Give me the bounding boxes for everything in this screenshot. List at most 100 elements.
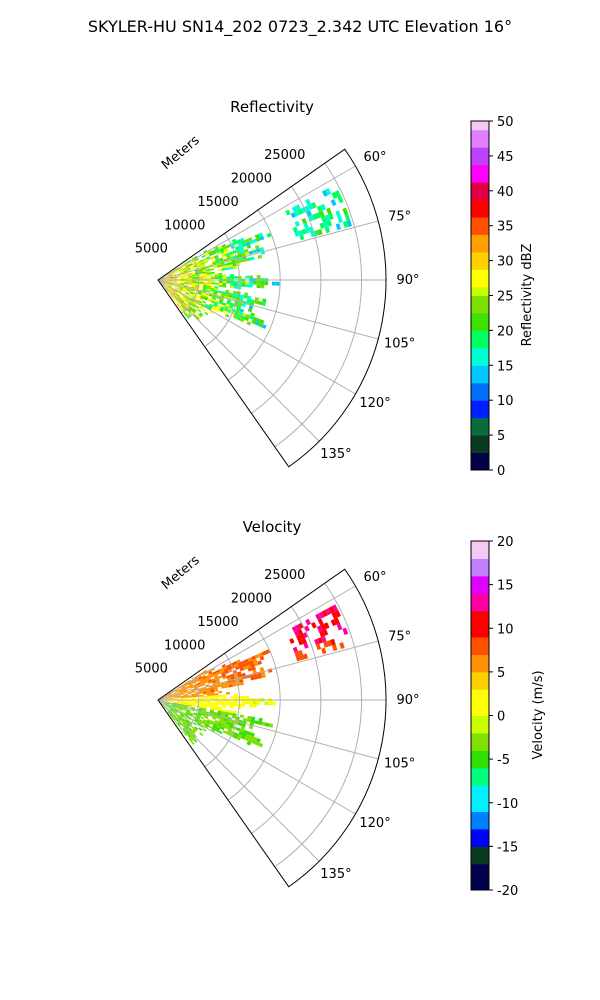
echo-cell xyxy=(237,673,243,678)
echo-cell xyxy=(214,288,219,291)
echo-cell xyxy=(180,281,185,283)
echo-cell xyxy=(334,610,341,618)
echo-cell xyxy=(229,253,235,258)
echo-cell xyxy=(247,237,253,242)
echo-cell xyxy=(211,307,216,311)
echo-cell xyxy=(196,294,201,298)
echo-cell xyxy=(220,306,225,311)
echo-cell xyxy=(165,288,169,292)
echo-cell xyxy=(196,716,201,719)
echo-cell xyxy=(182,289,187,292)
echo-cell xyxy=(200,682,205,685)
echo-cell xyxy=(238,731,244,736)
echo-cell xyxy=(202,691,207,694)
echo-cell xyxy=(192,728,197,733)
echo-cell xyxy=(172,696,177,698)
colorbar-tick-label: 20 xyxy=(497,324,514,339)
echo-cell xyxy=(187,269,191,272)
sector-frame xyxy=(157,148,387,468)
angular-tick-label: 135° xyxy=(320,867,351,882)
echo-cell xyxy=(190,709,195,712)
echo-cell xyxy=(200,260,205,264)
echo-cell xyxy=(207,257,212,261)
echo-cell xyxy=(247,738,253,743)
echo-cell xyxy=(199,679,204,683)
echo-cell xyxy=(188,275,192,277)
echo-cell xyxy=(241,723,246,728)
echo-cell xyxy=(214,719,220,724)
echo-cell xyxy=(246,244,252,249)
echo-cell xyxy=(172,717,176,721)
echo-cell xyxy=(192,303,196,307)
echo-cell xyxy=(216,305,222,309)
echo-cell xyxy=(192,701,196,703)
echo-cell xyxy=(246,664,252,669)
echo-cell xyxy=(204,303,210,307)
echo-cell xyxy=(238,664,244,669)
echo-cell xyxy=(209,686,214,690)
echo-cell xyxy=(169,277,174,279)
echo-cell xyxy=(187,259,191,263)
echo-cell xyxy=(169,294,173,298)
echo-cell xyxy=(221,254,227,258)
echo-cell xyxy=(257,721,263,726)
echo-cell xyxy=(259,235,265,241)
echo-cell xyxy=(227,666,232,671)
colorbar-band xyxy=(471,330,489,340)
echo-cell xyxy=(233,701,238,704)
echo-cell xyxy=(233,283,238,287)
echo-cell xyxy=(220,293,225,297)
echo-cell xyxy=(221,243,227,248)
echo-cell xyxy=(230,256,235,260)
polar-grid xyxy=(157,582,386,868)
echo-cell xyxy=(230,696,234,699)
echo-cell xyxy=(207,694,212,697)
echo-cell xyxy=(179,715,183,719)
echo-cell xyxy=(228,251,234,255)
echo-cell xyxy=(299,654,305,661)
echo-cell xyxy=(200,262,205,265)
echo-cell xyxy=(183,707,188,710)
colorbar-band xyxy=(471,234,489,244)
echo-cell xyxy=(170,708,174,712)
echo-cell xyxy=(222,696,227,699)
colorbar-band xyxy=(471,190,489,201)
echo-cell xyxy=(186,289,191,292)
echo-cell xyxy=(262,298,267,303)
echo-cell xyxy=(192,280,196,282)
echo-cell xyxy=(227,309,232,314)
echo-cell xyxy=(324,214,331,222)
echo-cell xyxy=(305,198,312,206)
echo-cell xyxy=(214,695,219,698)
echo-cell xyxy=(206,272,211,275)
echo-cell xyxy=(297,649,304,656)
echo-cell xyxy=(172,703,177,705)
reflectivity-colorbar: 0 5 10 15 20 25 30 35 40 45 50 xyxy=(470,115,514,479)
echo-cell xyxy=(229,273,234,277)
velocity-title: Velocity xyxy=(243,518,302,536)
echo-cell xyxy=(191,283,196,286)
echo-cell xyxy=(214,676,220,680)
echo-cell xyxy=(229,703,234,706)
echo-cell xyxy=(190,267,195,270)
echo-cell xyxy=(187,679,191,683)
echo-cell xyxy=(168,283,173,285)
echo-cell xyxy=(198,708,203,711)
echo-cell xyxy=(209,710,214,714)
echo-cell xyxy=(251,319,257,325)
echo-cell xyxy=(198,300,203,304)
echo-cell xyxy=(221,722,227,726)
echo-cell xyxy=(175,706,180,709)
echo-cell xyxy=(247,295,252,300)
colorbar-band xyxy=(471,121,489,131)
echo-cell xyxy=(217,710,222,714)
echo-cell xyxy=(171,270,176,274)
echo-cell xyxy=(179,690,184,693)
echo-cell xyxy=(210,720,215,724)
velocity-radial-label: Meters xyxy=(159,553,203,593)
echo-cell xyxy=(186,289,191,293)
echo-cell xyxy=(211,697,215,700)
echo-cell xyxy=(172,276,177,278)
echo-cell xyxy=(175,691,180,694)
echo-cell xyxy=(176,698,181,700)
